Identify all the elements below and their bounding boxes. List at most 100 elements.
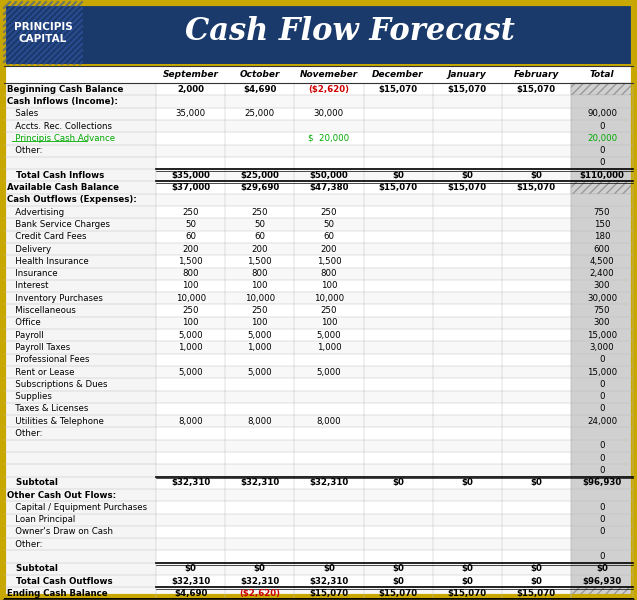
Text: 250: 250 <box>182 306 199 315</box>
Text: 0: 0 <box>599 392 605 401</box>
Text: $15,070: $15,070 <box>448 183 487 192</box>
Bar <box>294 145 364 157</box>
Bar <box>225 145 294 157</box>
Bar <box>156 280 225 292</box>
Text: 100: 100 <box>320 319 337 328</box>
Bar <box>502 206 571 218</box>
Bar <box>571 304 633 317</box>
Bar <box>294 169 364 181</box>
Bar <box>364 489 433 501</box>
Bar <box>364 464 433 476</box>
Bar <box>225 243 294 255</box>
Bar <box>502 353 571 366</box>
Bar <box>502 83 571 95</box>
Text: 50: 50 <box>185 220 196 229</box>
Bar <box>571 329 633 341</box>
Bar <box>4 157 156 169</box>
Bar <box>294 268 364 280</box>
Bar <box>502 329 571 341</box>
Text: Available Cash Balance: Available Cash Balance <box>7 183 119 192</box>
Bar <box>364 194 433 206</box>
Bar <box>225 230 294 243</box>
Text: $32,310: $32,310 <box>240 577 280 586</box>
Text: $0: $0 <box>531 478 542 487</box>
Bar <box>364 107 433 120</box>
Bar <box>156 181 225 194</box>
Text: Professional Fees: Professional Fees <box>7 355 90 364</box>
Bar <box>364 538 433 550</box>
Text: $0: $0 <box>461 577 473 586</box>
Bar <box>225 452 294 464</box>
Text: 50: 50 <box>324 220 334 229</box>
Bar <box>4 596 633 599</box>
Bar <box>225 120 294 132</box>
Text: Cash Outflows (Expenses):: Cash Outflows (Expenses): <box>7 196 137 205</box>
Bar <box>502 452 571 464</box>
Text: $15,070: $15,070 <box>448 85 487 94</box>
Text: Total Cash Outflows: Total Cash Outflows <box>7 577 113 586</box>
Text: $32,310: $32,310 <box>240 478 280 487</box>
Bar <box>294 255 364 268</box>
Bar <box>502 501 571 514</box>
Text: 0: 0 <box>599 442 605 451</box>
Bar <box>294 304 364 317</box>
Bar <box>364 403 433 415</box>
Bar <box>571 538 633 550</box>
Bar <box>294 476 364 489</box>
Bar <box>364 132 433 145</box>
Bar <box>294 514 364 526</box>
Bar <box>294 194 364 206</box>
Text: Novemeber: Novemeber <box>300 70 358 79</box>
Bar <box>294 341 364 353</box>
Bar <box>4 415 156 427</box>
Bar <box>502 120 571 132</box>
Text: $0: $0 <box>392 565 404 574</box>
Text: 800: 800 <box>320 269 337 278</box>
Bar <box>225 181 294 194</box>
Text: January: January <box>448 70 487 79</box>
Bar <box>433 181 502 194</box>
Bar <box>4 403 156 415</box>
Text: $15,070: $15,070 <box>448 589 487 598</box>
Text: $0: $0 <box>531 565 542 574</box>
Bar <box>571 206 633 218</box>
Bar <box>225 280 294 292</box>
Text: $15,070: $15,070 <box>517 589 556 598</box>
Text: $15,070: $15,070 <box>378 85 418 94</box>
Bar <box>502 304 571 317</box>
Bar <box>225 95 294 107</box>
Text: Utilities & Telephone: Utilities & Telephone <box>7 417 104 426</box>
Bar <box>433 489 502 501</box>
Bar <box>294 501 364 514</box>
Bar <box>225 353 294 366</box>
Bar <box>433 218 502 230</box>
Bar <box>502 403 571 415</box>
Bar <box>225 514 294 526</box>
Bar <box>502 550 571 563</box>
Bar <box>433 230 502 243</box>
Bar <box>433 476 502 489</box>
Bar <box>156 304 225 317</box>
Text: ($2,620): ($2,620) <box>308 85 350 94</box>
Text: 15,000: 15,000 <box>587 331 617 340</box>
Bar <box>571 476 633 489</box>
Bar <box>4 353 156 366</box>
Bar <box>364 317 433 329</box>
Bar <box>294 132 364 145</box>
Text: $0: $0 <box>596 565 608 574</box>
Text: $29,690: $29,690 <box>240 183 280 192</box>
Bar <box>502 464 571 476</box>
Text: 5,000: 5,000 <box>247 331 272 340</box>
Text: $25,000: $25,000 <box>240 171 279 180</box>
Text: $0: $0 <box>531 171 542 180</box>
Text: 250: 250 <box>320 306 337 315</box>
Text: Bank Service Charges: Bank Service Charges <box>7 220 110 229</box>
Bar <box>294 107 364 120</box>
Bar <box>156 366 225 378</box>
Bar <box>571 120 633 132</box>
Bar <box>364 427 433 440</box>
Bar <box>294 95 364 107</box>
Bar <box>433 317 502 329</box>
Bar <box>433 145 502 157</box>
Bar <box>364 157 433 169</box>
